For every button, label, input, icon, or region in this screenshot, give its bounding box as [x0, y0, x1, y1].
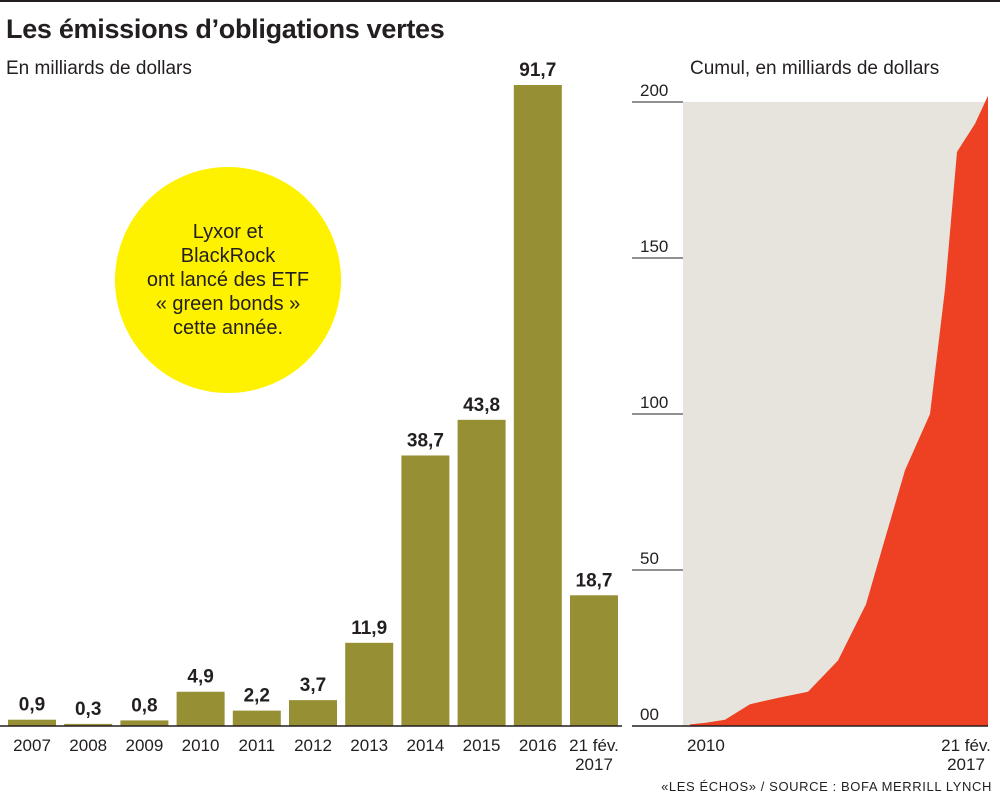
x-tick-label: 2017: [575, 755, 613, 774]
y-tick-label: 200: [640, 81, 668, 100]
bar-value-label: 2,2: [244, 686, 270, 707]
right-chart-subtitle: Cumul, en milliards de dollars: [690, 58, 940, 79]
bar-value-label: 91,7: [519, 60, 556, 81]
y-tick-label: 150: [640, 237, 668, 256]
bar-value-label: 4,9: [187, 667, 213, 688]
x-tick-label: 2008: [69, 736, 107, 755]
x-tick-label: 2011: [239, 736, 276, 755]
y-tick-label: 50: [640, 549, 659, 568]
x-tick-label: 2013: [350, 736, 388, 755]
callout-line-5: cette année.: [172, 317, 284, 339]
x-tick-label: 21 fév.: [941, 736, 991, 755]
bar-2011: [232, 710, 281, 726]
bar-2008: [64, 723, 113, 726]
bar-value-label: 43,8: [463, 395, 500, 416]
bar-21fév2017: [570, 595, 618, 726]
bar-value-label: 0,8: [131, 695, 157, 716]
x-tick-label: 2015: [463, 736, 501, 755]
x-tick-label: 2007: [13, 736, 51, 755]
bar-2009: [120, 720, 169, 726]
callout-line-2: BlackRock: [180, 245, 276, 267]
cumulative-area-chart: 00 50 100 150 200 2010 21 fév.2017: [632, 81, 991, 774]
x-tick-label: 2009: [125, 736, 163, 755]
x-tick-label: 21 fév.: [569, 736, 619, 755]
x-tick-label: 2014: [406, 736, 444, 755]
x-tick-label: 2017: [947, 755, 985, 774]
x-tick-label: 2012: [294, 736, 332, 755]
callout-circle: Lyxor et BlackRock ont lancé des ETF « g…: [115, 167, 341, 393]
bar-2010: [176, 691, 225, 726]
bar-2014: [401, 455, 450, 726]
bar-2015: [457, 419, 506, 726]
source-credit: «LES ÉCHOS» / SOURCE : BOFA MERRILL LYNC…: [661, 779, 992, 794]
bar-value-label: 18,7: [576, 570, 613, 591]
left-chart-subtitle: En milliards de dollars: [6, 58, 192, 79]
top-rule: [0, 0, 1000, 2]
bar-chart: 0,9 2007 0,3 2008 0,8 2009 4,9 2010 2,2 2011 3,7 20…: [0, 60, 622, 774]
bar-value-label: 0,9: [19, 695, 45, 716]
callout-line-3: ont lancé des ETF: [146, 269, 310, 291]
bar-2016: [513, 85, 562, 726]
bar-2013: [345, 642, 394, 726]
callout-line-1: Lyxor et: [192, 221, 264, 243]
bar-value-label: 38,7: [407, 430, 444, 451]
bar-value-label: 0,3: [75, 699, 101, 720]
bar-value-label: 11,9: [351, 618, 387, 639]
chart-title: Les émissions d’obligations vertes: [6, 14, 445, 44]
x-tick-label: 2010: [182, 736, 220, 755]
bar-value-label: 3,7: [300, 675, 326, 696]
cumulative-area: [690, 95, 988, 727]
bar-2012: [289, 700, 337, 726]
x-tick-label: 2016: [519, 736, 557, 755]
callout-line-4: « green bonds »: [155, 293, 301, 315]
y-tick-label: 00: [640, 705, 659, 724]
y-tick-label: 100: [640, 393, 668, 412]
x-tick-label: 2010: [687, 736, 725, 755]
bar-2007: [8, 719, 56, 726]
